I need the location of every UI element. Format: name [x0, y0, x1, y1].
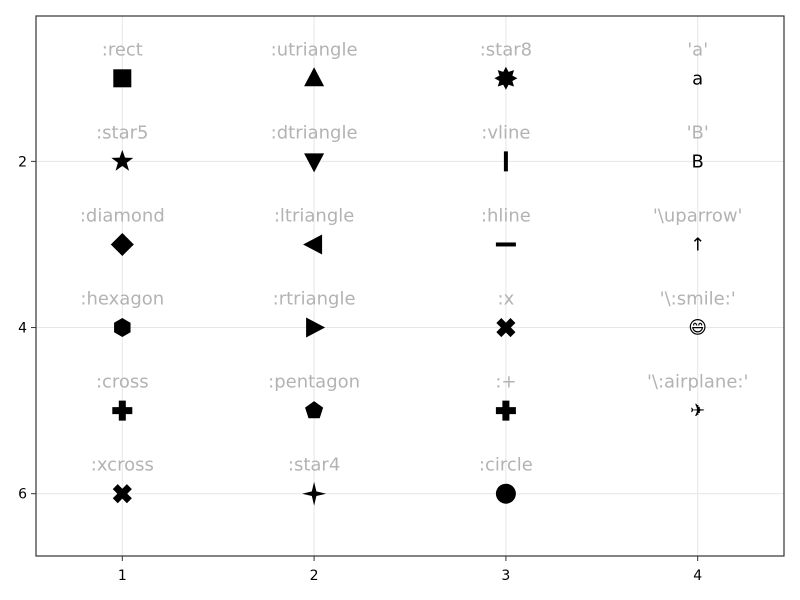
marker-label: :cross: [96, 372, 149, 393]
star4-marker: [302, 481, 327, 506]
char-marker: a: [692, 68, 703, 89]
star5-marker: [111, 149, 134, 171]
data-point: :cross: [96, 372, 149, 421]
data-point: :circle: [479, 455, 533, 504]
utriangle-marker: [304, 67, 325, 87]
data-point: '\uparrow' ↑: [653, 205, 743, 255]
data-point: :xcross: [91, 455, 154, 504]
data-point: :star5: [96, 122, 149, 171]
marker-label: :star5: [96, 122, 148, 143]
square-marker: [113, 69, 132, 88]
data-point: :hexagon: [80, 289, 164, 338]
marker-label: :xcross: [91, 455, 154, 476]
marker-label: '\uparrow': [653, 205, 743, 226]
cross-marker: [112, 400, 133, 421]
data-point: :ltriangle: [274, 205, 354, 255]
rtriangle-marker: [306, 317, 326, 338]
char-marker: B: [692, 151, 704, 172]
plot-frame: [35, 15, 785, 557]
data-point: :hline: [481, 205, 531, 247]
marker-label: :star8: [480, 39, 532, 60]
y-tick-label: 4: [18, 321, 27, 337]
cross-marker: [495, 400, 516, 421]
char-marker: 😄: [688, 318, 707, 339]
marker-label: :hline: [481, 205, 531, 226]
marker-label: :dtriangle: [271, 122, 358, 143]
marker-label: :rtriangle: [273, 289, 356, 310]
marker-label: :+: [495, 372, 516, 393]
marker-label: :star4: [288, 455, 340, 476]
data-point: :vline: [481, 122, 530, 172]
xcross-marker: [112, 484, 132, 504]
marker-label: :pentagon: [268, 372, 360, 393]
hexagon-marker: [114, 318, 131, 338]
data-point: '\:smile:' 😄: [660, 289, 736, 339]
marker-label: :circle: [479, 455, 533, 476]
marker-label: :ltriangle: [274, 205, 354, 226]
data-point: :+: [495, 372, 516, 421]
marker-label: '\:smile:': [660, 289, 736, 310]
data-point: 'B' B: [687, 122, 709, 172]
circle-marker: [495, 483, 516, 504]
dtriangle-marker: [304, 153, 325, 173]
marker-label: '\:airplane:': [647, 372, 748, 393]
data-point: '\:airplane:' ✈: [647, 372, 748, 422]
vline-marker: [503, 151, 508, 172]
y-tick-label: 6: [18, 487, 27, 503]
marker-label: :x: [498, 289, 515, 310]
char-marker: ✈: [690, 401, 705, 422]
marker-label: 'a': [687, 39, 708, 60]
data-point: :rtriangle: [273, 289, 356, 338]
data-point: :star8: [480, 39, 532, 90]
data-point: :rect: [102, 39, 143, 88]
data-point: :pentagon: [268, 372, 360, 419]
ltriangle-marker: [303, 234, 323, 255]
data-point: 'a' a: [687, 39, 708, 89]
marker-label: :hexagon: [80, 289, 164, 310]
char-marker: ↑: [690, 234, 705, 255]
grid-lines: [36, 16, 784, 556]
star8-marker: [494, 66, 518, 90]
x-tick-label: 1: [118, 568, 127, 584]
data-point: :dtriangle: [271, 122, 358, 173]
diamond-marker: [110, 232, 134, 256]
marker-label: :utriangle: [271, 39, 358, 60]
marker-label: :diamond: [80, 205, 165, 226]
y-tick-label: 2: [18, 154, 27, 170]
data-points: :rect :star5 :diamond :hexagon :cross :xcross…: [80, 39, 748, 506]
marker-label: 'B': [687, 122, 709, 143]
data-point: :utriangle: [271, 39, 358, 87]
data-point: :x: [496, 289, 516, 338]
x-tick-label: 3: [501, 568, 510, 584]
marker-label: :vline: [481, 122, 530, 143]
xcross-marker: [496, 317, 516, 338]
data-point: :star4: [288, 455, 340, 506]
x-tick-label: 2: [310, 568, 319, 584]
x-tick-label: 4: [693, 568, 702, 584]
data-point: :diamond: [80, 205, 165, 256]
pentagon-marker: [305, 401, 324, 419]
axis-ticks: 1 2 3 4 2 4 6: [18, 154, 702, 584]
hline-marker: [495, 242, 516, 247]
marker-label: :rect: [102, 39, 143, 60]
